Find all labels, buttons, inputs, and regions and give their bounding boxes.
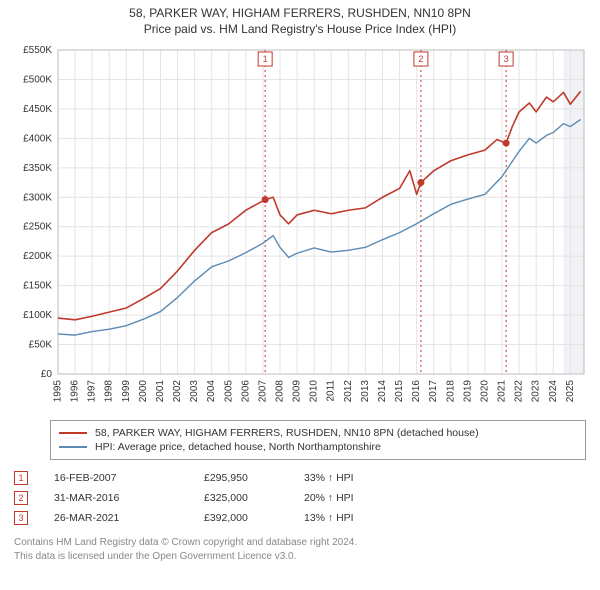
transaction-marker: 2 (14, 491, 28, 505)
svg-text:2008: 2008 (275, 380, 286, 403)
svg-text:2016: 2016 (411, 380, 422, 403)
transaction-row: 2 31-MAR-2016£325,00020% ↑ HPI (14, 488, 586, 508)
svg-text:2006: 2006 (240, 380, 251, 403)
svg-text:2019: 2019 (462, 380, 473, 403)
svg-text:£150K: £150K (23, 281, 52, 292)
transaction-delta: 33% ↑ HPI (304, 472, 424, 484)
svg-text:2005: 2005 (223, 380, 234, 403)
transaction-price: £295,950 (204, 472, 304, 484)
svg-text:2018: 2018 (445, 380, 456, 403)
legend-label: 58, PARKER WAY, HIGHAM FERRERS, RUSHDEN,… (95, 427, 479, 439)
line-chart: £0 £50K £100K £150K £200K £250K £300K £350K £400… (8, 44, 592, 414)
svg-text:2007: 2007 (257, 380, 268, 403)
svg-text:1995: 1995 (53, 380, 64, 403)
legend: 58, PARKER WAY, HIGHAM FERRERS, RUSHDEN,… (50, 420, 586, 460)
svg-text:£200K: £200K (23, 251, 52, 262)
transaction-price: £325,000 (204, 492, 304, 504)
transaction-price: £392,000 (204, 512, 304, 524)
svg-text:1997: 1997 (87, 380, 98, 403)
svg-text:2003: 2003 (189, 380, 200, 403)
svg-text:2023: 2023 (531, 380, 542, 403)
legend-item: 58, PARKER WAY, HIGHAM FERRERS, RUSHDEN,… (59, 426, 577, 440)
footer-line-1: Contains HM Land Registry data © Crown c… (14, 536, 586, 550)
svg-text:£500K: £500K (23, 74, 52, 85)
legend-swatch (59, 432, 87, 434)
svg-text:1998: 1998 (104, 380, 115, 403)
legend-item: HPI: Average price, detached house, Nort… (59, 440, 577, 454)
svg-text:£50K: £50K (29, 340, 53, 351)
transaction-delta: 13% ↑ HPI (304, 512, 424, 524)
transaction-date: 31-MAR-2016 (54, 492, 204, 504)
transaction-date: 16-FEB-2007 (54, 472, 204, 484)
svg-text:2013: 2013 (360, 380, 371, 403)
svg-text:2004: 2004 (206, 380, 217, 403)
svg-text:£400K: £400K (23, 133, 52, 144)
svg-text:£550K: £550K (23, 45, 52, 56)
svg-text:1: 1 (263, 54, 268, 64)
svg-text:£0: £0 (41, 369, 53, 380)
transaction-delta: 20% ↑ HPI (304, 492, 424, 504)
svg-text:£100K: £100K (23, 310, 52, 321)
transaction-row: 3 26-MAR-2021£392,00013% ↑ HPI (14, 508, 586, 528)
footer-attribution: Contains HM Land Registry data © Crown c… (14, 536, 586, 563)
legend-label: HPI: Average price, detached house, Nort… (95, 441, 381, 453)
svg-text:2022: 2022 (514, 380, 525, 403)
svg-text:£450K: £450K (23, 104, 52, 115)
svg-text:2000: 2000 (138, 380, 149, 403)
svg-text:2017: 2017 (428, 380, 439, 403)
svg-text:2015: 2015 (394, 380, 405, 403)
svg-text:2025: 2025 (565, 380, 576, 403)
transaction-marker: 3 (14, 511, 28, 525)
svg-text:2012: 2012 (343, 380, 354, 403)
svg-text:2011: 2011 (326, 380, 337, 402)
svg-text:1996: 1996 (70, 380, 81, 403)
svg-text:2: 2 (418, 54, 423, 64)
svg-text:2009: 2009 (292, 380, 303, 403)
transaction-row: 1 16-FEB-2007£295,95033% ↑ HPI (14, 468, 586, 488)
svg-text:2024: 2024 (548, 380, 559, 403)
svg-text:2002: 2002 (172, 380, 183, 403)
svg-text:2010: 2010 (309, 380, 320, 403)
svg-text:2001: 2001 (155, 380, 166, 403)
svg-text:2021: 2021 (497, 380, 508, 403)
svg-text:2014: 2014 (377, 380, 388, 403)
transaction-date: 26-MAR-2021 (54, 512, 204, 524)
svg-text:1999: 1999 (121, 380, 132, 403)
transaction-table: 1 16-FEB-2007£295,95033% ↑ HPI 2 31-MAR-201… (14, 468, 586, 528)
svg-text:£350K: £350K (23, 163, 52, 174)
chart-title-address: 58, PARKER WAY, HIGHAM FERRERS, RUSHDEN,… (10, 6, 590, 20)
svg-text:£300K: £300K (23, 192, 52, 203)
legend-swatch (59, 446, 87, 448)
transaction-marker: 1 (14, 471, 28, 485)
svg-text:£250K: £250K (23, 222, 52, 233)
footer-line-2: This data is licensed under the Open Gov… (14, 550, 586, 564)
chart-title-sub: Price paid vs. HM Land Registry's House … (10, 22, 590, 36)
svg-text:2020: 2020 (479, 380, 490, 403)
svg-text:3: 3 (504, 54, 509, 64)
